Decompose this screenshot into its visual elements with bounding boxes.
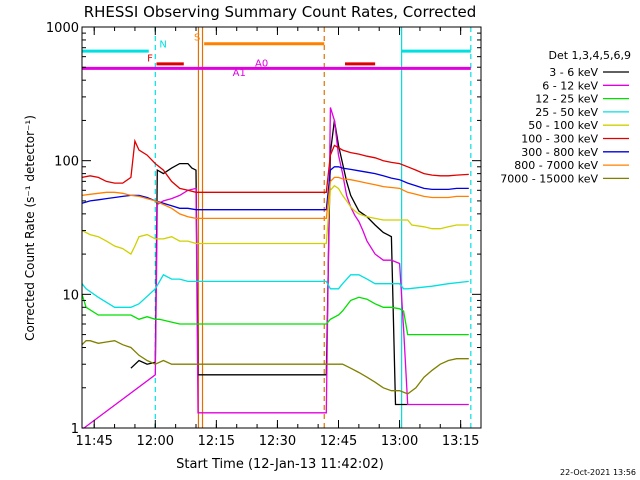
x-axis-label: Start Time (12-Jan-13 11:42:02)	[176, 457, 384, 472]
series-line	[81, 273, 469, 308]
y-tick-label: 1	[71, 422, 79, 437]
flag-annotation: F	[147, 54, 153, 65]
flag-annotation: A1	[233, 68, 246, 79]
legend-label: 100 - 300 keV	[521, 133, 598, 146]
x-tick-label: 12:00	[137, 434, 174, 449]
flag-annotation: N	[159, 40, 166, 51]
series-line	[81, 294, 469, 336]
x-tick-label: 12:30	[259, 434, 296, 449]
series-line	[81, 184, 469, 256]
legend-label: 50 - 100 keV	[528, 119, 598, 132]
y-axis-label: Corrected Count Rate (s⁻¹ detector⁻¹)	[23, 115, 37, 341]
legend-label: 12 - 25 keV	[535, 93, 598, 106]
y-tick-label: 100	[54, 155, 79, 170]
series-line	[81, 176, 469, 220]
y-tick-label: 1000	[46, 21, 79, 36]
x-tick-label: 11:45	[75, 434, 112, 449]
legend-label: 25 - 50 keV	[535, 106, 598, 119]
legend-title: Det 1,3,4,5,6,9	[548, 49, 631, 62]
y-tick-label: 10	[62, 288, 79, 303]
flag-annotation: S	[194, 33, 200, 44]
series-line	[81, 340, 469, 395]
x-tick-label: 12:15	[198, 434, 235, 449]
series-line	[81, 138, 469, 193]
plot-area: N S F A1 A0	[81, 27, 472, 429]
x-tick-label: 13:00	[381, 434, 418, 449]
x-tick-label: 12:45	[320, 434, 357, 449]
series-line	[82, 107, 469, 429]
chart-title: RHESSI Observing Summary Count Rates, Co…	[84, 3, 477, 21]
axes: 11:45 12:00 12:15 12:30 12:45 13:00 13:15 1 10 10…	[46, 21, 482, 449]
series-line	[130, 120, 408, 406]
flag-annotation: A0	[255, 59, 268, 70]
legend-label: 3 - 6 keV	[549, 66, 598, 79]
x-tick-label: 13:15	[442, 434, 479, 449]
legend-label: 800 - 7000 keV	[514, 159, 598, 172]
plot-frame	[81, 26, 482, 429]
legend-label: 7000 - 15000 keV	[500, 172, 598, 185]
legend-label: 6 - 12 keV	[542, 79, 598, 92]
legend-label: 300 - 800 keV	[521, 146, 598, 159]
footer-timestamp: 22-Oct-2021 13:56	[560, 468, 636, 477]
